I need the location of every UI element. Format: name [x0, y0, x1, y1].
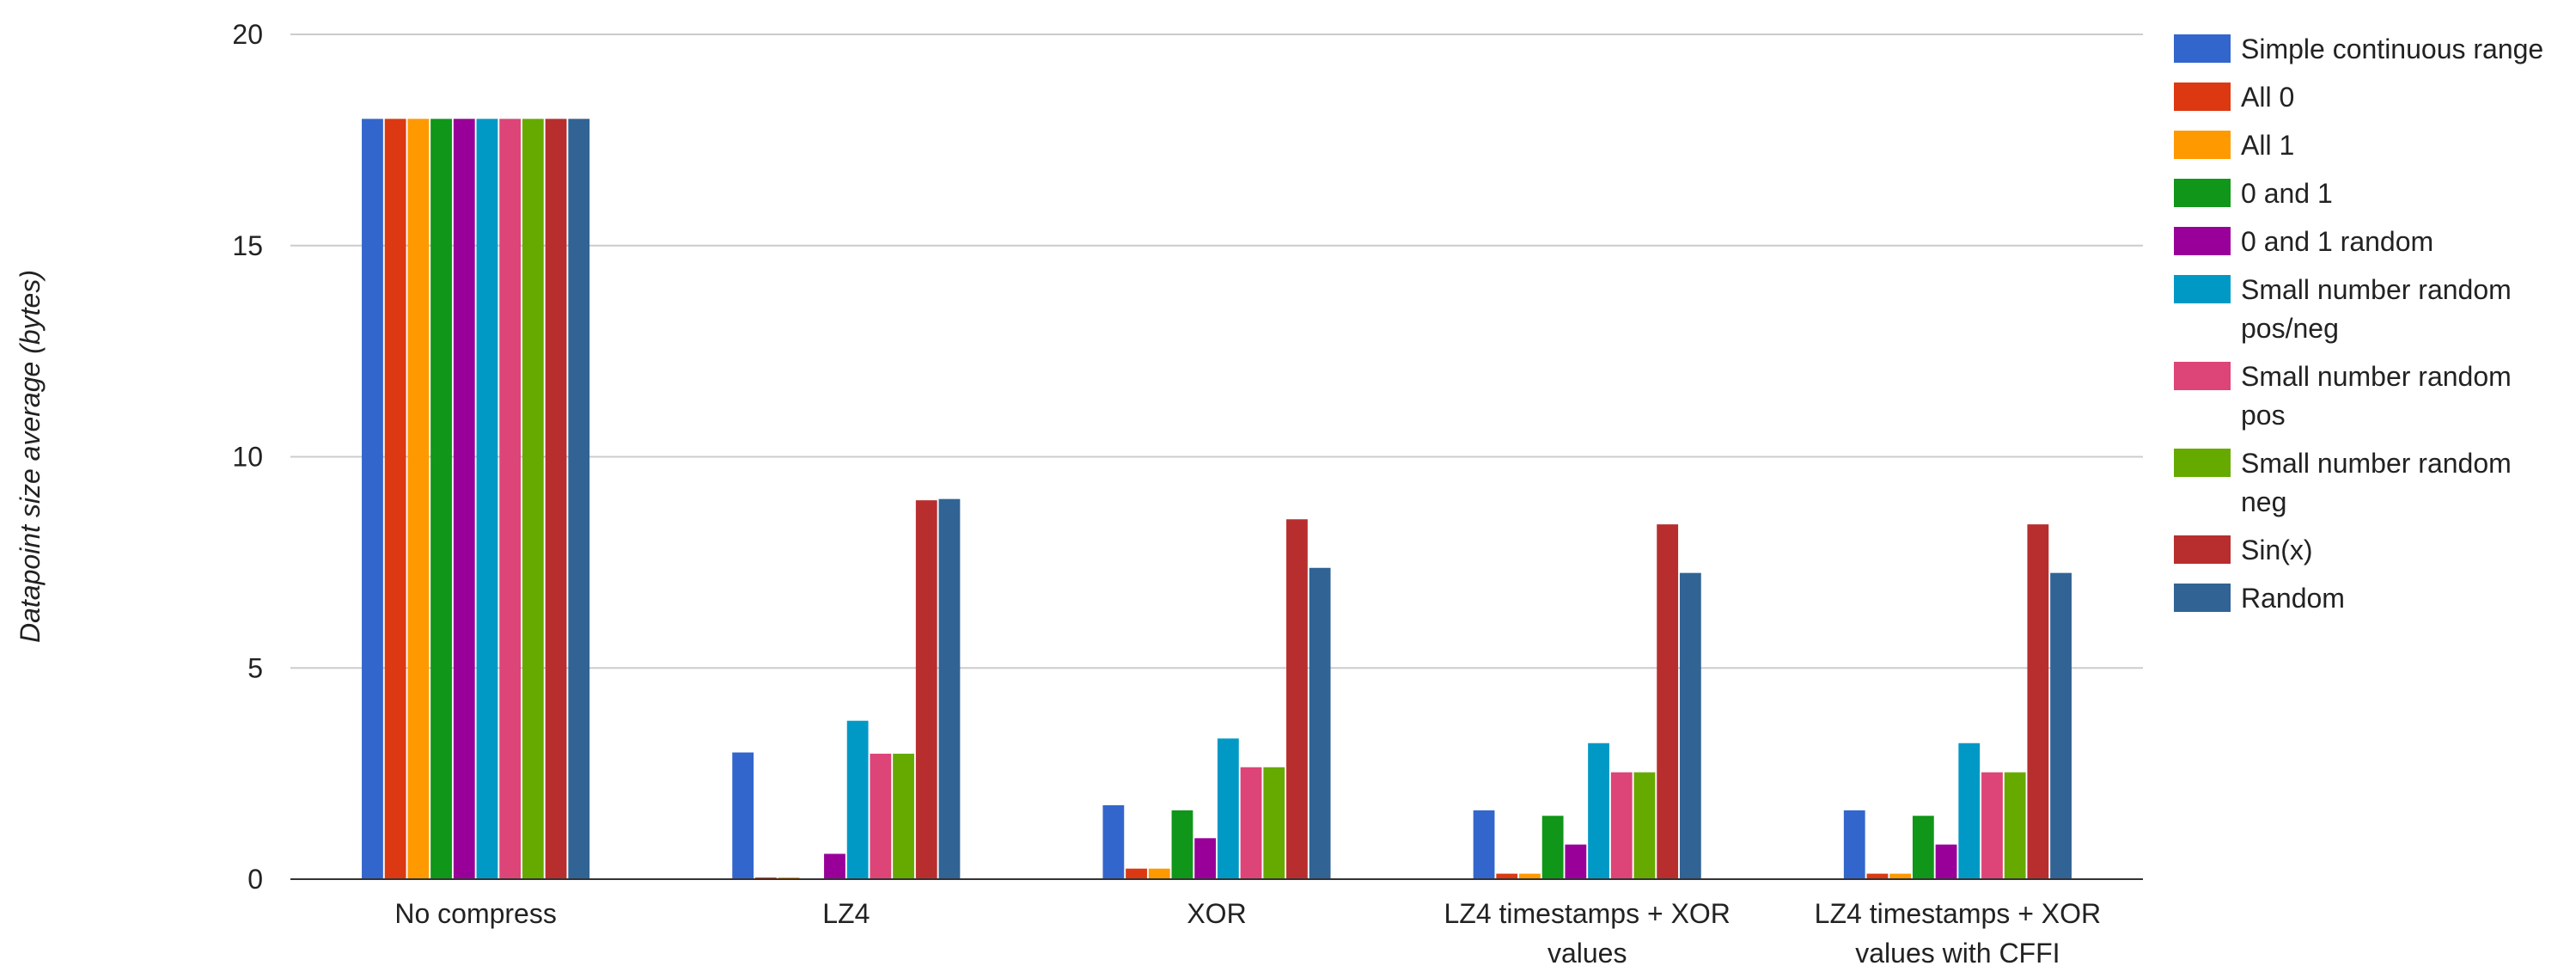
- bar[interactable]: [1126, 868, 1147, 879]
- gridlines: [290, 34, 2143, 669]
- legend-label: All 1: [2241, 130, 2294, 161]
- y-tick-label: 5: [247, 652, 263, 683]
- legend-swatch: [2174, 83, 2231, 111]
- bar[interactable]: [2004, 772, 2026, 879]
- bar[interactable]: [1473, 810, 1495, 879]
- labels: 0 5 10 15 20 Datapoint size average (bytes) No…: [15, 19, 2101, 969]
- bar[interactable]: [453, 119, 475, 880]
- bar[interactable]: [870, 754, 892, 879]
- x-tick-label: values with CFFI: [1855, 938, 2060, 969]
- y-tick-label: 10: [232, 442, 263, 473]
- bar[interactable]: [824, 853, 845, 879]
- bar[interactable]: [2050, 572, 2072, 879]
- x-tick-label: No compress: [394, 898, 557, 929]
- bar[interactable]: [1588, 743, 1609, 879]
- bar[interactable]: [1958, 743, 1981, 879]
- bar[interactable]: [476, 119, 498, 880]
- bar[interactable]: [1935, 844, 1957, 879]
- bar[interactable]: [522, 119, 544, 880]
- bar[interactable]: [846, 720, 869, 879]
- bar[interactable]: [1610, 772, 1633, 879]
- legend-label: 0 and 1 random: [2241, 226, 2433, 257]
- legend-swatch: [2174, 535, 2231, 564]
- legend-label: Random: [2241, 583, 2345, 614]
- bar[interactable]: [1889, 873, 1912, 879]
- bar[interactable]: [1286, 519, 1308, 879]
- legend-label: Small number random: [2241, 361, 2512, 392]
- x-tick-label: LZ4 timestamps + XOR: [1815, 898, 2101, 929]
- bar[interactable]: [938, 498, 961, 879]
- bar[interactable]: [384, 119, 406, 880]
- bars: [362, 119, 2072, 880]
- bar[interactable]: [1866, 873, 1889, 879]
- bar[interactable]: [1240, 767, 1262, 879]
- legend-label: Sin(x): [2241, 535, 2313, 565]
- bar[interactable]: [1679, 572, 1701, 879]
- x-tick-label: LZ4 timestamps + XOR: [1444, 898, 1730, 929]
- legend: Simple continuous range All 0 All 1 0 and 1…: [2174, 34, 2543, 614]
- legend-swatch: [2174, 584, 2231, 612]
- bar[interactable]: [1194, 838, 1217, 879]
- bar[interactable]: [1912, 816, 1934, 879]
- bar[interactable]: [893, 754, 914, 879]
- legend-label: pos/neg: [2241, 313, 2339, 344]
- legend-swatch: [2174, 131, 2231, 159]
- legend-swatch: [2174, 449, 2231, 477]
- legend-swatch: [2174, 275, 2231, 303]
- bar[interactable]: [915, 500, 937, 879]
- y-tick-label: 15: [232, 230, 263, 261]
- bar[interactable]: [568, 119, 590, 880]
- legend-label: pos: [2241, 400, 2286, 431]
- bar[interactable]: [2027, 524, 2049, 879]
- bar[interactable]: [1633, 772, 1656, 879]
- legend-label: 0 and 1: [2241, 178, 2333, 209]
- bar[interactable]: [1309, 567, 1331, 879]
- bar[interactable]: [1565, 844, 1587, 879]
- y-tick-label: 20: [232, 19, 263, 50]
- legend-swatch: [2174, 362, 2231, 390]
- bar[interactable]: [1496, 873, 1518, 879]
- legend-label: neg: [2241, 486, 2286, 517]
- bar[interactable]: [1263, 767, 1285, 879]
- bar[interactable]: [545, 119, 567, 880]
- bar[interactable]: [1148, 868, 1170, 879]
- bar[interactable]: [1541, 816, 1564, 879]
- legend-label: Small number random: [2241, 274, 2512, 305]
- x-tick-label: values: [1547, 938, 1627, 969]
- x-tick-label: LZ4: [822, 898, 870, 929]
- bar[interactable]: [430, 119, 452, 880]
- bar[interactable]: [1102, 804, 1125, 879]
- legend-label: Small number random: [2241, 448, 2512, 479]
- y-tick-label: 0: [247, 864, 263, 895]
- bar[interactable]: [1657, 524, 1679, 879]
- bar[interactable]: [732, 752, 754, 879]
- legend-swatch: [2174, 179, 2231, 207]
- x-tick-label: XOR: [1187, 898, 1246, 929]
- legend-label: All 0: [2241, 82, 2294, 113]
- bar[interactable]: [499, 119, 522, 880]
- y-axis-title: Datapoint size average (bytes): [15, 270, 46, 643]
- legend-label: Simple continuous range: [2241, 34, 2543, 64]
- bar[interactable]: [1981, 772, 2003, 879]
- bar[interactable]: [1519, 873, 1541, 879]
- bar[interactable]: [1171, 810, 1193, 879]
- legend-swatch: [2174, 227, 2231, 255]
- bar[interactable]: [407, 119, 430, 880]
- bar[interactable]: [1217, 738, 1239, 879]
- legend-swatch: [2174, 34, 2231, 63]
- bar[interactable]: [362, 119, 383, 880]
- bar[interactable]: [1843, 810, 1865, 879]
